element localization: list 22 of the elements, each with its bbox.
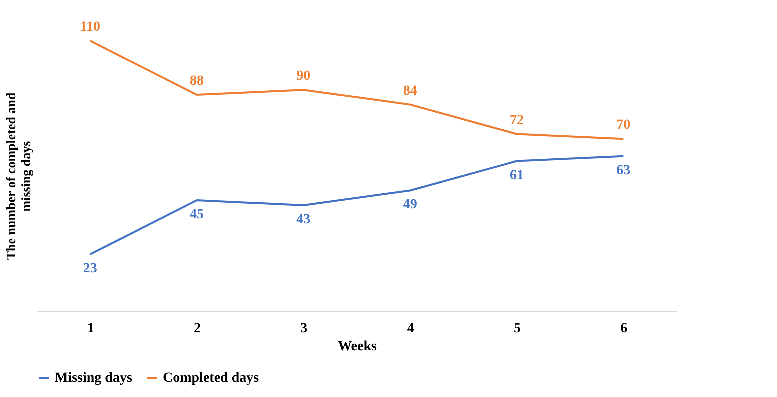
x-tick-label: 1 (87, 322, 94, 336)
x-tick-label: 4 (407, 322, 414, 336)
data-label: 45 (190, 208, 204, 223)
x-tick-label: 5 (514, 322, 521, 336)
x-tick-label: 3 (300, 322, 308, 336)
data-label: 110 (80, 20, 100, 35)
y-axis-title: The number of completed and missing days (4, 92, 34, 260)
x-tick-label: 2 (194, 322, 201, 336)
data-label: 70 (616, 118, 631, 134)
data-label: 63 (616, 163, 631, 178)
legend-label: Completed days (163, 371, 260, 386)
x-tick-label: 6 (620, 322, 628, 336)
data-label: 43 (296, 212, 311, 228)
data-label: 72 (510, 113, 524, 128)
x-axis-title: Weeks (338, 340, 378, 354)
data-label: 90 (296, 69, 311, 84)
legend-label: Missing days (55, 371, 133, 386)
data-label: 88 (190, 74, 204, 89)
data-label: 61 (510, 168, 524, 184)
data-label: 84 (403, 84, 418, 99)
data-label: 49 (403, 198, 418, 213)
data-label: 23 (83, 262, 98, 277)
